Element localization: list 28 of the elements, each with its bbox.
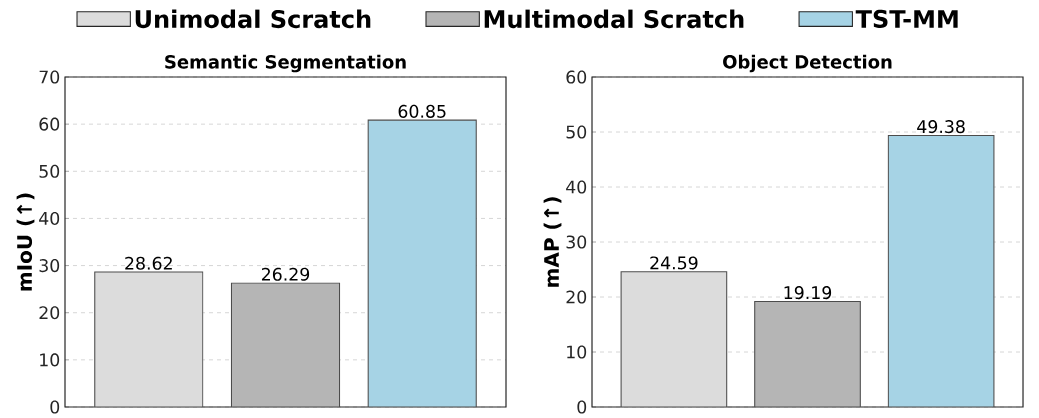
- data-label: 49.38: [917, 120, 965, 134]
- legend-label: TST-MM: [855, 9, 958, 28]
- y-tick-label: 70: [39, 70, 60, 84]
- y-tick-label: 40: [566, 180, 587, 194]
- y-tick-label: 30: [566, 235, 587, 249]
- y-tick-label: 50: [39, 164, 60, 178]
- y-tick-label: 30: [39, 259, 60, 273]
- y-axis-title: mIoU (↑): [16, 193, 35, 291]
- data-label: 26.29: [261, 267, 310, 281]
- data-label: 19.19: [784, 286, 832, 300]
- legend-label: Multimodal Scratch: [484, 9, 744, 29]
- y-tick-label: 60: [39, 117, 60, 131]
- y-tick-label: 40: [39, 211, 60, 225]
- data-label: 28.62: [125, 256, 172, 270]
- data-label: 60.85: [398, 104, 446, 118]
- chart-title: Semantic Segmentation: [165, 54, 406, 73]
- y-tick-label: 0: [50, 400, 60, 414]
- data-label: 24.59: [650, 256, 698, 270]
- chart-title: Object Detection: [723, 54, 892, 73]
- legend-label: Unimodal Scratch: [135, 9, 371, 29]
- y-tick-label: 20: [39, 306, 60, 320]
- y-tick-label: 20: [566, 290, 587, 304]
- y-tick-label: 50: [566, 125, 587, 139]
- y-tick-label: 0: [577, 400, 587, 414]
- y-tick-label: 10: [40, 353, 60, 367]
- y-tick-label: 10: [567, 345, 587, 359]
- y-tick-label: 60: [566, 70, 587, 84]
- y-axis-title: mAP (↑): [543, 197, 562, 287]
